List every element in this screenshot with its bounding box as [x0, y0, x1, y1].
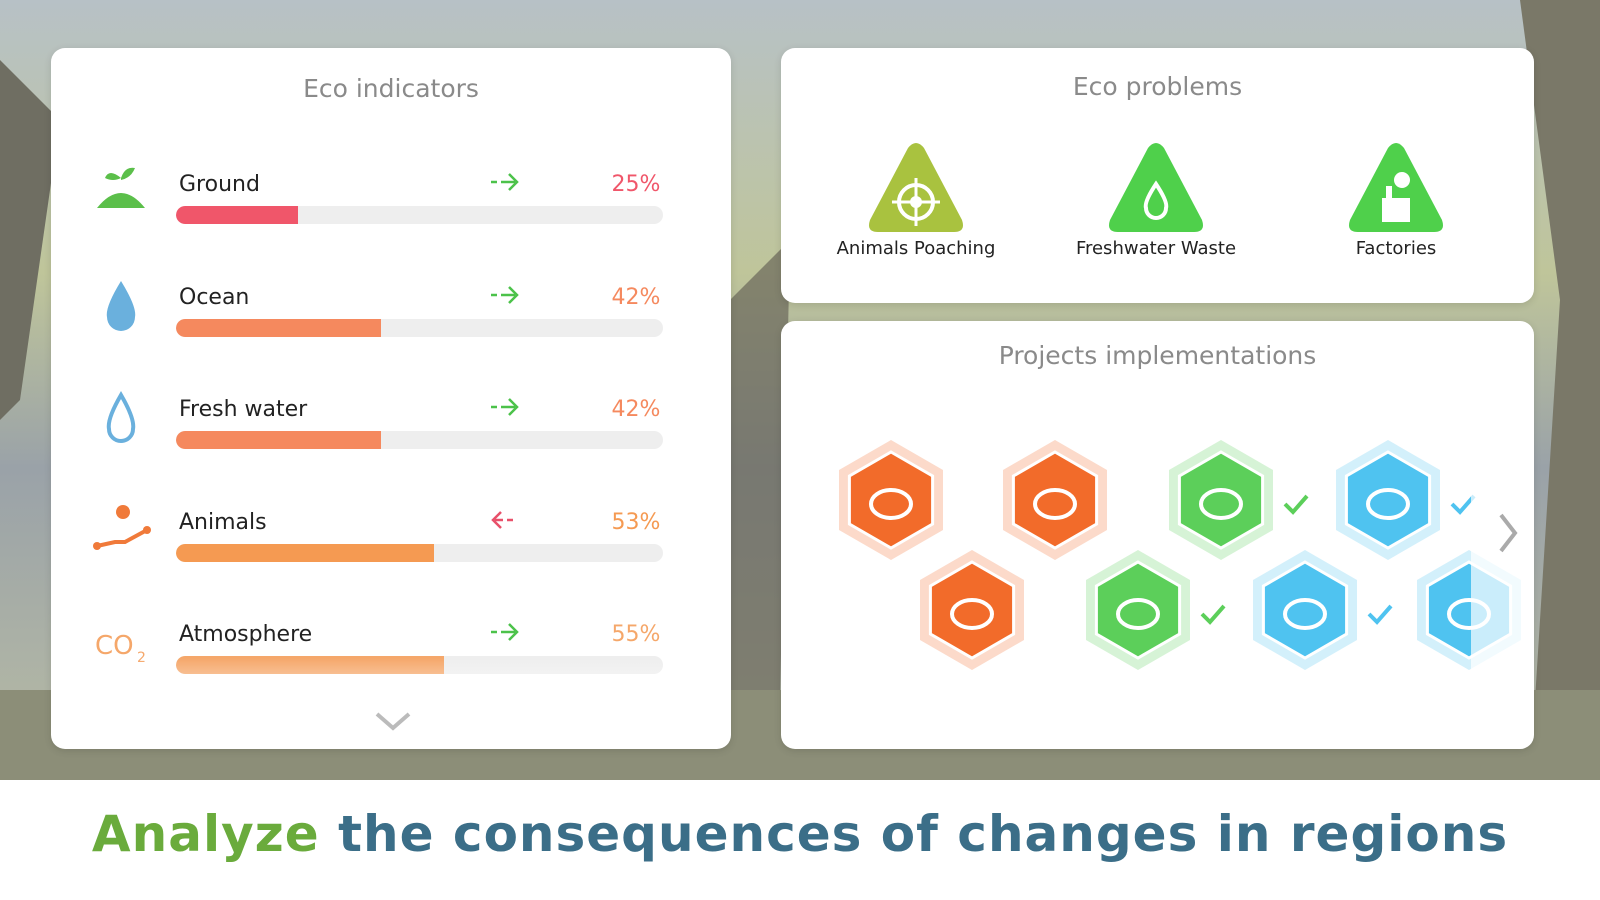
indicator-icon: [97, 167, 145, 208]
projects-panel: Projects implementations: [781, 321, 1534, 749]
hex: [1011, 450, 1099, 550]
scroll-down[interactable]: [373, 708, 413, 734]
next-arrow[interactable]: [1499, 513, 1518, 553]
eco-indicators-panel: Eco indicators Ground 25% Ocean 42% Fresh wa…: [51, 48, 731, 749]
indicator-name: Fresh water: [179, 397, 308, 422]
bar-fill: [176, 318, 381, 337]
hex-glyph: [1033, 488, 1077, 520]
problem-icon: [869, 143, 963, 232]
hex-glyph: [1366, 488, 1410, 520]
headline-text: the consequences of changes in regions: [338, 805, 1509, 863]
hex: [847, 450, 935, 550]
trend-arrow: [491, 398, 519, 416]
headline: Analyze the consequences of changes in r…: [0, 805, 1600, 863]
hex-glyph: [1283, 598, 1327, 630]
indicator-name: Ocean: [179, 284, 250, 310]
hex: [1177, 450, 1265, 550]
indicator-value: 55%: [611, 622, 661, 647]
indicator-name: Ground: [179, 172, 260, 197]
trend-arrow: [491, 173, 519, 191]
hex: [928, 560, 1016, 660]
trend-arrow: [491, 285, 519, 304]
indicator-row: Fresh water 42%: [51, 391, 731, 497]
headline-highlight: Analyze: [91, 805, 320, 863]
hex-glyph: [1199, 488, 1243, 520]
problem-label: Animals Poaching: [836, 238, 996, 259]
trend-arrow: [491, 623, 519, 641]
bar-track: [176, 318, 663, 337]
indicator-value: 42%: [611, 397, 661, 422]
problem-label: Freshwater Waste: [1075, 238, 1237, 259]
problem-icon: [1349, 143, 1443, 232]
indicator-name: Animals: [179, 509, 267, 535]
bar-track: [176, 431, 663, 449]
done-check: [1283, 494, 1309, 515]
indicator-row: Ocean 42%: [51, 280, 731, 385]
hex: [1094, 560, 1182, 660]
done-check: [1200, 604, 1226, 625]
project-hexes: [839, 421, 1534, 681]
panel-title: Eco indicators: [303, 74, 479, 103]
fade: [51, 658, 731, 718]
problem-icon: [1109, 143, 1203, 232]
indicator-row: Animals 53%: [51, 504, 731, 610]
done-check: [1367, 604, 1393, 625]
hex-glyph: [950, 598, 994, 630]
hex-glyph: [869, 488, 913, 520]
bar-fill: [176, 543, 435, 562]
indicator-icon: [106, 391, 136, 443]
hex: [1261, 560, 1349, 660]
panel-title: Eco problems: [1072, 72, 1243, 101]
bar-fill: [176, 431, 381, 449]
indicator-value: 53%: [611, 509, 661, 535]
indicator-value: 25%: [611, 172, 661, 197]
done-check: [1450, 494, 1476, 515]
problem-label: Factories: [1355, 238, 1437, 259]
hex-glyph: [1116, 598, 1160, 630]
bar-track: [176, 543, 663, 562]
eco-problems-panel: Eco problems Animals Poaching Freshwater …: [781, 48, 1534, 303]
indicator-name: Atmosphere: [179, 622, 313, 647]
svg-text:CO: CO: [95, 631, 134, 661]
panel-title: Projects implementations: [998, 341, 1317, 370]
bar-fill: [176, 206, 298, 224]
indicator-icon: [106, 280, 136, 331]
indicator-value: 42%: [611, 284, 661, 310]
indicator-row: Ground 25%: [51, 167, 731, 272]
indicator-icon: [93, 504, 151, 550]
hex: [1344, 450, 1432, 550]
bar-track: [176, 206, 663, 224]
trend-arrow: [491, 510, 513, 529]
